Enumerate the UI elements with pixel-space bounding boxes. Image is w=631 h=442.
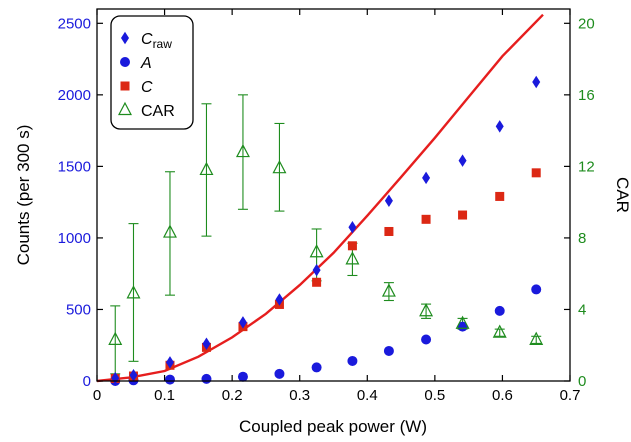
y-right-tick-label: 8 [578,230,586,247]
legend-label-main: CAR [141,103,175,120]
point-c-raw [165,356,174,369]
legend-marker-c-raw [121,31,129,45]
y-axis-right: 0 4 8 12 16 20 [564,15,595,390]
point-a [311,362,322,373]
point-c-raw [312,263,321,277]
point-c-raw [238,316,247,329]
point-a [347,355,358,366]
x-tick-label: 0.7 [560,387,581,404]
point-a [457,321,468,332]
point-a [383,345,394,356]
x-axis-label: Coupled peak power (W) [239,417,427,436]
y-left-tick-label: 500 [66,301,91,318]
point-a [531,284,542,295]
point-car [345,251,360,265]
point-c [458,210,468,220]
point-c [347,241,357,251]
y-axis-label-right: CAR [613,177,631,213]
point-c [384,226,394,236]
legend-box [110,15,194,130]
point-c [312,277,322,287]
error-bars-layer [110,94,542,375]
x-tick-label: 0 [93,387,101,404]
legend-label-main: C [141,79,153,96]
point-car [235,143,250,158]
legend-marker-car [118,101,132,116]
point-a [164,374,175,385]
point-car [492,324,507,338]
point-car [381,283,396,297]
y-left-tick-label: 0 [83,373,91,390]
point-c [531,168,541,178]
legend-label-a: A [140,55,152,72]
legend-label-main: A [140,55,152,72]
y-right-tick-label: 4 [578,301,586,318]
y-left-tick-label: 2500 [58,15,91,32]
legend-marker-a [120,57,130,67]
y-left-tick-label: 1000 [58,230,91,247]
y-right-tick-label: 12 [578,158,595,175]
point-a [494,305,505,316]
point-c-raw [532,75,541,89]
legend-label-car: CAR [141,103,175,120]
x-tick-label: 0.1 [154,387,175,404]
plot-frame [96,8,571,382]
point-a [237,371,248,382]
y-right-tick-label: 16 [578,87,595,104]
legend-label-main: C [141,31,153,48]
y-right-tick-label: 20 [578,15,595,32]
point-a [421,334,432,345]
point-car [272,159,287,174]
point-c-raw [348,220,357,234]
x-axis: 0 0.1 0.2 0.3 0.4 0.5 0.6 0.7 [93,9,581,404]
point-car [529,331,544,345]
point-c-raw [275,293,284,306]
point-c-raw [129,369,138,382]
y-left-tick-label: 2000 [58,87,91,104]
legend-label-subscript: raw [153,37,173,51]
markers-layer [108,75,544,386]
point-car [108,331,123,345]
legend-label-c-raw: Craw [141,31,172,51]
legend-label-c: C [141,79,153,96]
x-tick-label: 0.5 [424,387,445,404]
point-c [421,214,431,224]
point-car [419,303,434,317]
point-car [309,244,324,258]
legend-marker-c [120,81,130,91]
point-a [201,373,212,384]
x-tick-label: 0.2 [222,387,243,404]
point-c [495,191,505,201]
point-c-raw [384,194,393,207]
point-c-raw [202,337,211,351]
point-car [455,315,470,329]
point-car [199,161,214,176]
y-axis-left: 0 500 1000 1500 2000 2500 [58,15,103,390]
point-a [274,368,285,379]
y-right-tick-label: 0 [578,373,586,390]
x-tick-label: 0.4 [357,387,378,404]
x-tick-label: 0.3 [289,387,310,404]
point-c-raw [422,171,431,185]
y-axis-label-left: Counts (per 300 s) [14,125,33,266]
y-left-tick-label: 1500 [58,158,91,175]
x-tick-label: 0.6 [492,387,513,404]
point-c-raw [495,120,504,133]
point-car [162,224,177,238]
point-car [126,285,141,299]
point-c-raw [458,154,467,167]
